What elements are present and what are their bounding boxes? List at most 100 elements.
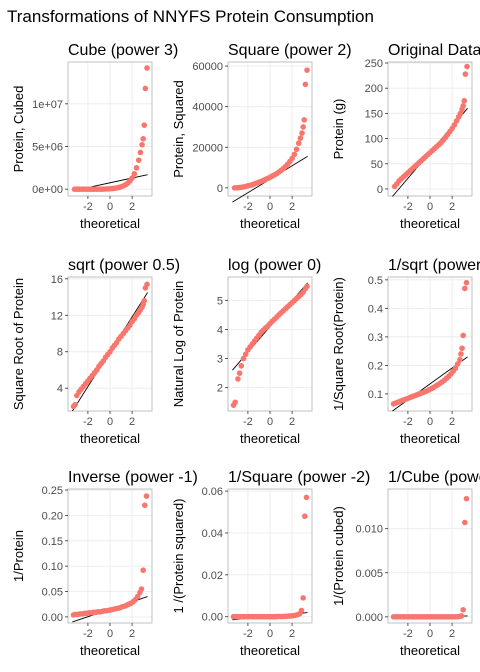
qq-point: [133, 165, 140, 171]
y-axis-label: Protein, Squared: [171, 80, 186, 178]
y-tick-label: 200: [365, 83, 383, 95]
x-tick-label: 2: [449, 201, 455, 213]
qq-point: [298, 607, 305, 614]
qq-point: [461, 97, 468, 104]
qq-point: [135, 157, 142, 163]
qq-panel-8: -2 0 2 0.00 0.02 0.04 0.06 theoretical 1 /(Prote…: [171, 469, 370, 658]
qq-point: [293, 146, 300, 153]
panels: -2 0 2 0e+00 5e+06 1e+07 theoretical Protein, C…: [11, 42, 480, 658]
qq-point: [144, 65, 150, 71]
qq-point: [462, 71, 469, 77]
qq-point: [139, 141, 145, 148]
x-tick-label: -2: [83, 201, 93, 213]
qq-point: [458, 613, 465, 619]
x-tick-label: 0: [107, 201, 113, 213]
x-tick-label: -2: [83, 628, 93, 640]
x-tick-label: -2: [403, 416, 413, 428]
y-tick-label: 5e+06: [32, 141, 63, 153]
qq-point: [463, 279, 470, 286]
y-tick-label: 40000: [192, 102, 223, 114]
x-tick-label: 0: [427, 416, 433, 428]
qq-point: [141, 122, 148, 128]
x-tick-label: 2: [289, 201, 295, 213]
panel-title: log (power 0): [228, 257, 321, 274]
x-axis-label: theoretical: [80, 431, 140, 446]
x-tick-label: -2: [243, 201, 253, 213]
y-tick-label: 0.25: [42, 485, 63, 497]
x-tick-label: 0: [107, 628, 113, 640]
y-tick-label: 20000: [192, 142, 223, 154]
y-tick-label: 8: [57, 347, 63, 359]
qq-point: [301, 117, 308, 123]
qq-point: [240, 355, 247, 362]
x-axis-label: theoretical: [80, 216, 140, 231]
qq-point: [236, 370, 243, 376]
figure-title: Transformations of NNYFS Protein Consump…: [7, 7, 374, 26]
qq-point: [463, 495, 470, 502]
y-tick-label: 16: [51, 274, 63, 286]
qq-point: [295, 140, 302, 147]
panel-title: 1/Cube (power -3): [388, 469, 480, 486]
x-axis-label: theoretical: [240, 216, 300, 231]
qq-point: [464, 63, 470, 70]
x-tick-label: -2: [403, 201, 413, 213]
y-tick-label: 0.4: [368, 303, 383, 315]
y-tick-label: 100: [365, 134, 383, 146]
qq-point: [460, 332, 466, 339]
qq-point: [452, 365, 459, 372]
qq-point: [138, 586, 145, 592]
qq-point: [141, 297, 148, 304]
qq-point: [291, 151, 298, 158]
qq-point: [142, 502, 148, 509]
y-tick-label: 0.3: [368, 332, 383, 344]
qq-point: [299, 130, 305, 136]
y-tick-label: 0.20: [42, 510, 63, 522]
qq-point: [462, 285, 468, 292]
y-axis-label: 1 /(Protein squared): [171, 499, 186, 614]
y-tick-label: 0.05: [42, 587, 63, 599]
y-axis-label: Natural Log of Protein: [171, 281, 186, 407]
qq-point: [302, 513, 308, 520]
qq-point: [143, 493, 150, 499]
y-tick-label: 0e+00: [32, 184, 63, 196]
y-tick-label: 0.00: [202, 612, 223, 624]
qq-point: [303, 494, 310, 501]
qq-point: [460, 103, 466, 109]
y-tick-label: 3: [217, 354, 223, 366]
y-tick-label: 150: [365, 108, 383, 120]
x-axis-label: theoretical: [400, 216, 460, 231]
panel-title: Square (power 2): [228, 42, 352, 59]
qq-point: [129, 175, 135, 181]
x-tick-label: -2: [83, 416, 93, 428]
qq-panel-4: -2 0 2 4 8 12 16 theoretical Square Root of Prot…: [11, 257, 180, 446]
x-axis-label: theoretical: [400, 643, 460, 658]
x-tick-label: 0: [267, 201, 273, 213]
x-tick-label: 0: [267, 628, 273, 640]
y-tick-label: 0.04: [202, 528, 223, 540]
panel-title: Cube (power 3): [68, 42, 178, 59]
x-tick-label: 0: [427, 628, 433, 640]
qq-panel-1: -2 0 2 0e+00 5e+06 1e+07 theoretical Protein, C…: [11, 42, 178, 231]
y-tick-label: 0.010: [355, 524, 383, 536]
panel-title: Original Data: [388, 42, 480, 59]
y-axis-label: Square Root of Protein: [11, 278, 26, 410]
qq-point: [457, 356, 463, 363]
qq-panel-2: -2 0 2 0 20000 40000 60000 theoretical Protein, …: [171, 42, 352, 231]
y-tick-label: 0: [377, 184, 383, 196]
x-tick-label: -2: [243, 416, 253, 428]
y-tick-label: 0.10: [42, 561, 63, 573]
y-tick-label: 0.06: [202, 486, 223, 498]
x-tick-label: 0: [107, 416, 113, 428]
x-tick-label: 2: [129, 416, 135, 428]
qq-point: [459, 345, 465, 352]
y-tick-label: 1e+07: [32, 99, 63, 111]
x-tick-label: 2: [289, 628, 295, 640]
qq-point: [302, 81, 309, 88]
panel-title: Inverse (power -1): [68, 469, 198, 486]
qq-point: [462, 519, 468, 526]
y-tick-label: 0.5: [368, 275, 383, 287]
y-axis-label: 1/(Protein cubed): [331, 506, 346, 606]
qq-point: [300, 124, 306, 130]
qq-point: [142, 85, 149, 92]
y-tick-label: 5: [217, 295, 223, 307]
